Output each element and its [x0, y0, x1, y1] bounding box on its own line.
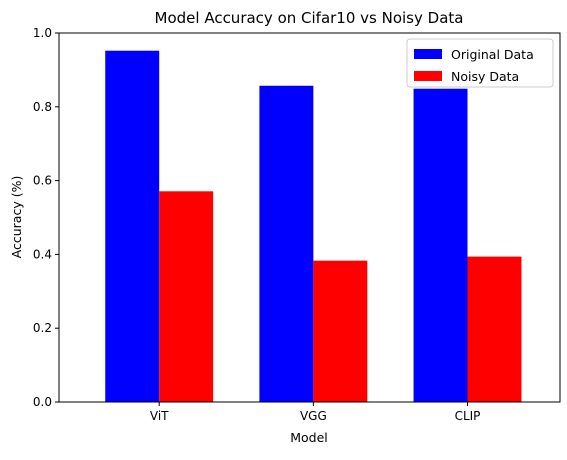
legend-swatch [414, 49, 442, 59]
x-axis-title: Model [290, 430, 328, 445]
y-axis-title: Accuracy (%) [9, 176, 24, 259]
bar [259, 85, 314, 402]
axes-layer: 0.0 0.2 0.4 0.6 0.8 1.0 ViT VGG CLIP [33, 26, 561, 423]
x-tick-label: ViT [150, 409, 169, 423]
y-tick-label: 0.8 [33, 100, 52, 114]
y-tick-label: 0.4 [33, 247, 52, 261]
plot-frame [58, 32, 561, 403]
legend-label: Noisy Data [451, 69, 519, 84]
y-tick-label: 1.0 [33, 26, 52, 40]
chart-title: Model Accuracy on Cifar10 vs Noisy Data [155, 9, 464, 27]
bar [413, 88, 468, 403]
bar [313, 260, 368, 402]
bar [105, 50, 160, 402]
legend: Original Data Noisy Data [406, 38, 554, 88]
y-tick-label: 0.6 [33, 174, 52, 188]
legend-box [406, 38, 554, 88]
bar [467, 256, 522, 402]
bar [159, 191, 214, 402]
bars-layer [105, 50, 522, 403]
x-tick-label: CLIP [455, 409, 481, 423]
legend-swatch [414, 71, 442, 81]
legend-label: Original Data [451, 47, 534, 62]
y-tick-label: 0.2 [33, 321, 52, 335]
y-tick-label: 0.0 [33, 395, 52, 409]
x-tick-label: VGG [300, 409, 327, 423]
